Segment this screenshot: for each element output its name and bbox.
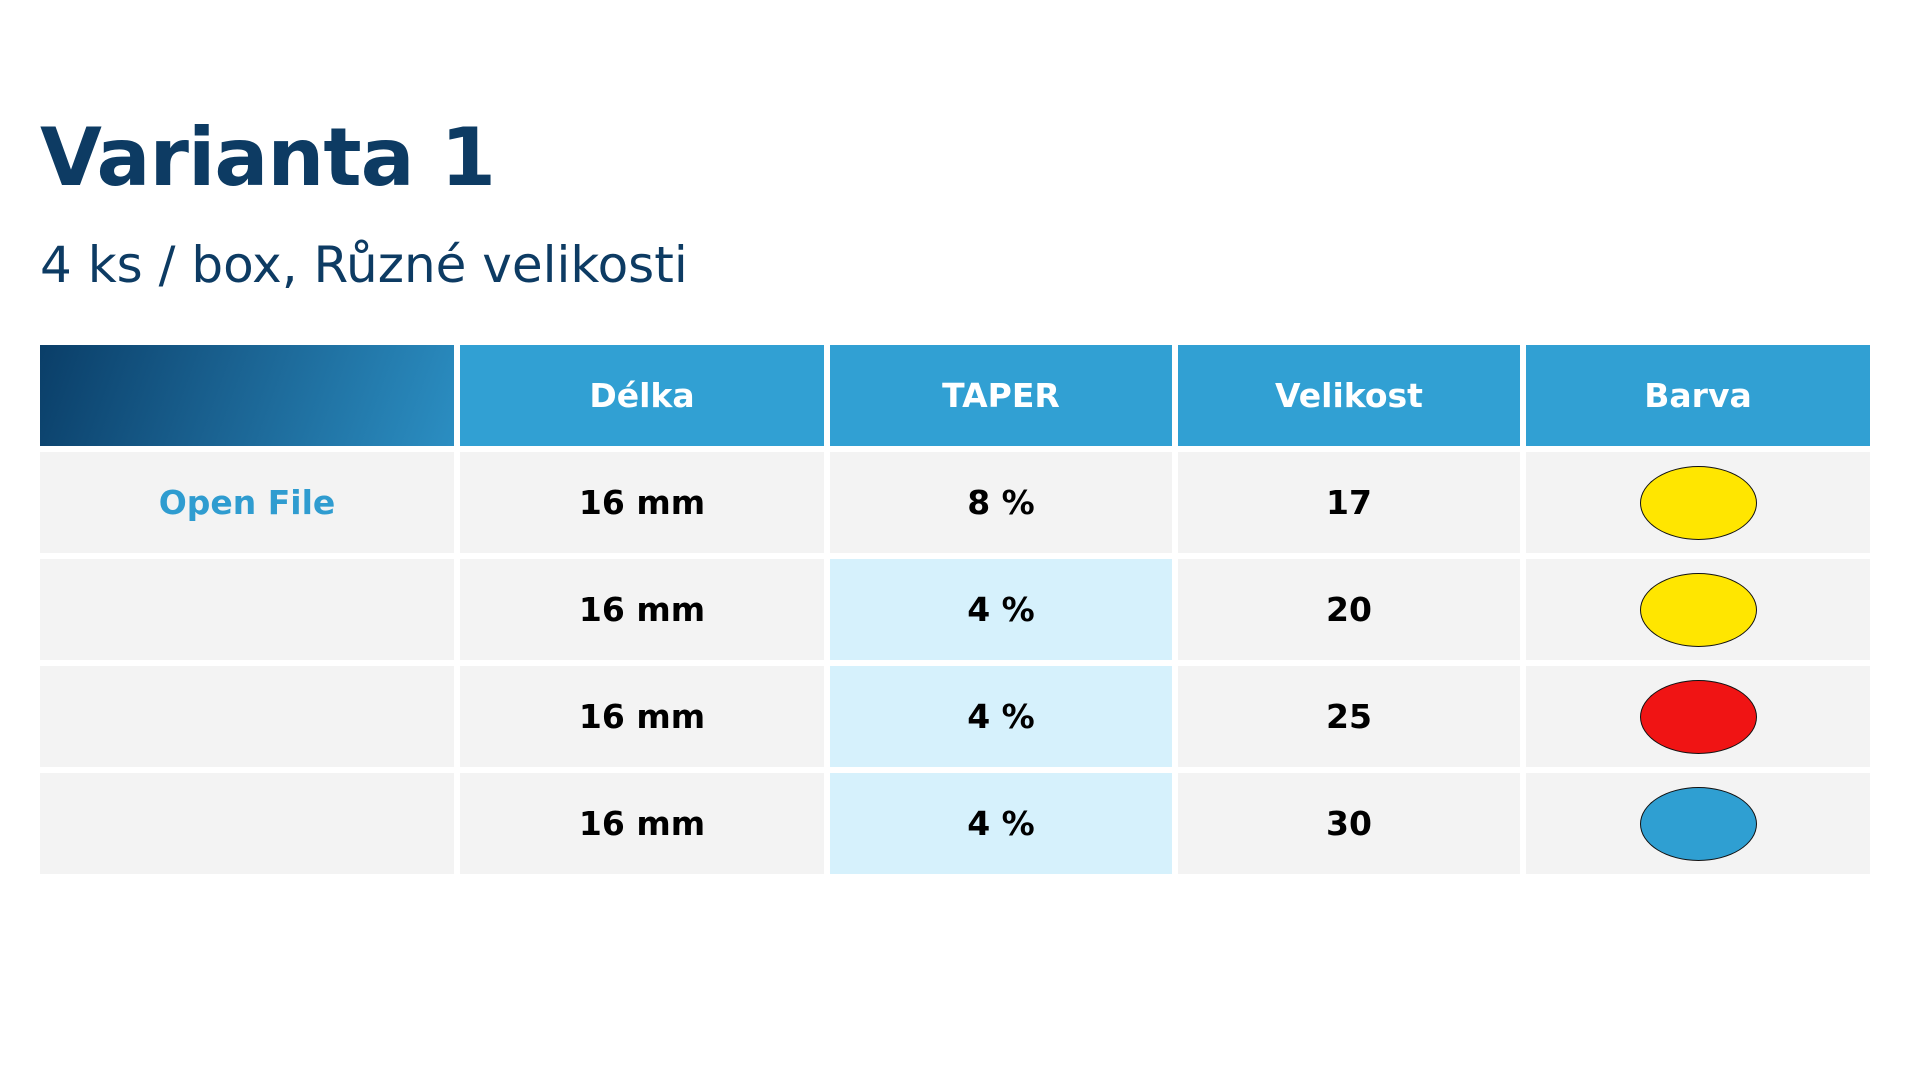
header-taper: TAPER	[830, 345, 1172, 446]
taper-cell: 4 %	[830, 666, 1172, 767]
taper-cell: 4 %	[830, 559, 1172, 660]
velikost-cell: 30	[1178, 773, 1520, 874]
barva-cell	[1526, 559, 1870, 660]
table-row: 16 mm 4 % 30	[40, 773, 1870, 874]
table-row: 16 mm 4 % 25	[40, 666, 1870, 767]
velikost-cell: 20	[1178, 559, 1520, 660]
page-subtitle: 4 ks / box, Různé velikosti	[40, 236, 688, 294]
color-dot	[1639, 465, 1757, 540]
row-label-cell: Open File	[40, 452, 454, 553]
delka-cell: 16 mm	[460, 559, 824, 660]
header-velikost: Velikost	[1178, 345, 1520, 446]
delka-cell: 16 mm	[460, 666, 824, 767]
table-row: Open File 16 mm 8 % 17	[40, 452, 1870, 553]
velikost-cell: 25	[1178, 666, 1520, 767]
delka-cell: 16 mm	[460, 773, 824, 874]
table-header-row: Délka TAPER Velikost Barva	[40, 345, 1870, 446]
table-row: 16 mm 4 % 20	[40, 559, 1870, 660]
header-delka: Délka	[460, 345, 824, 446]
barva-cell	[1526, 452, 1870, 553]
row-label-cell	[40, 773, 454, 874]
header-barva: Barva	[1526, 345, 1870, 446]
color-dot	[1639, 786, 1757, 861]
velikost-cell: 17	[1178, 452, 1520, 553]
taper-cell: 4 %	[830, 773, 1172, 874]
spec-table: Délka TAPER Velikost Barva Open File 16 …	[40, 345, 1870, 880]
barva-cell	[1526, 773, 1870, 874]
open-file-link[interactable]: Open File	[158, 483, 336, 522]
page-title: Varianta 1	[40, 111, 496, 204]
taper-cell: 8 %	[830, 452, 1172, 553]
delka-cell: 16 mm	[460, 452, 824, 553]
color-dot	[1639, 572, 1757, 647]
header-corner-cell	[40, 345, 454, 446]
row-label-cell	[40, 666, 454, 767]
color-dot	[1639, 679, 1757, 754]
row-label-cell	[40, 559, 454, 660]
barva-cell	[1526, 666, 1870, 767]
